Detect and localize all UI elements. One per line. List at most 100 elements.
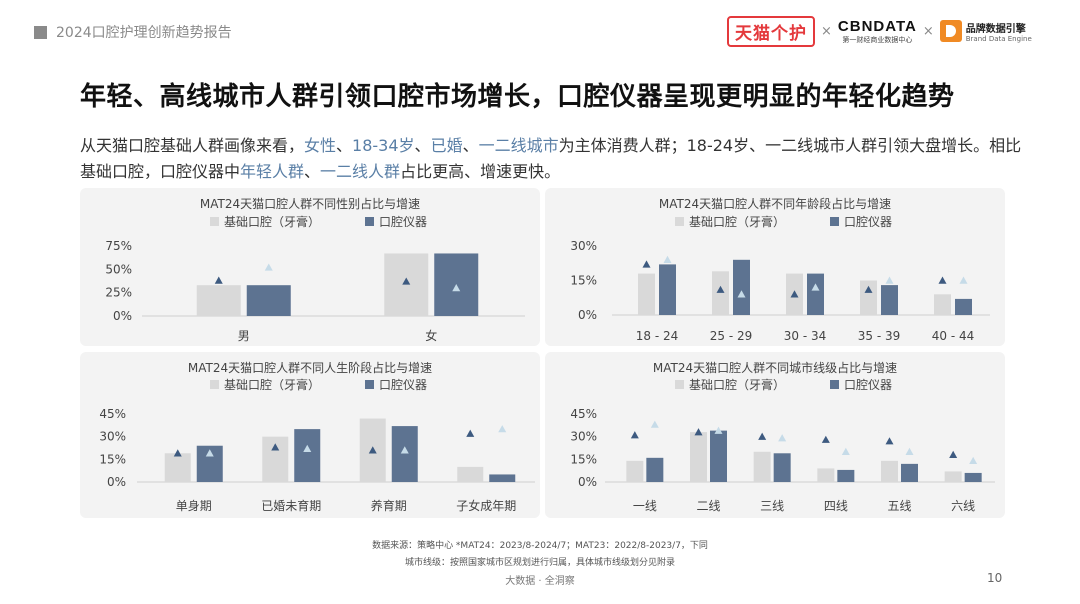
bar-device (901, 463, 918, 482)
bar-device (489, 474, 516, 482)
desc-text: 为主体消费人群；18-24岁、一二线城市人群引领大盘增长。相比基础口腔，口腔仪器… (80, 136, 1022, 181)
legend-swatch-device (365, 217, 374, 226)
growth-marker-device (205, 449, 214, 457)
growth-marker-device (969, 456, 978, 465)
bar-base (944, 471, 962, 482)
growth-marker-device (841, 447, 850, 455)
bar-base (384, 253, 429, 316)
growth-marker-base (694, 428, 703, 436)
page-title: 年轻、高线城市人群引领口腔市场增长，口腔仪器呈现更明显的年轻化趋势 (80, 82, 955, 112)
bde-logo-en: Brand Data Engine (965, 34, 1032, 43)
growth-marker-device (885, 276, 894, 284)
bar-base (860, 280, 877, 315)
y-tick-label: 0% (578, 475, 597, 489)
desc-text: 占比更高、增速更快。 (400, 162, 561, 181)
x-category-label: 40 - 44 (932, 329, 975, 343)
growth-marker-device (959, 276, 968, 284)
bde-logo-cn: 品牌数据引擎 (965, 23, 1026, 35)
desc-text: 从天猫口腔基础人群画像来看， (80, 136, 305, 155)
x-category-label: 30 - 34 (784, 329, 827, 343)
legend-label-device: 口腔仪器 (844, 377, 892, 392)
growth-marker-device (778, 434, 787, 442)
legend-swatch-device (365, 380, 374, 389)
legend-swatch-base (675, 217, 684, 226)
bar-base (712, 271, 729, 315)
chart-title: MAT24天猫口腔人群不同人生阶段占比与增速 (188, 360, 432, 375)
x-category-label: 子女成年期 (456, 498, 516, 513)
x-category-label: 男 (238, 329, 250, 343)
life-stage-chart-panel: MAT24天猫口腔人群不同人生阶段占比与增速 基础口腔（牙膏） 口腔仪器 45% 30%… (80, 352, 540, 518)
header-square-marker (34, 26, 47, 39)
bar-base (934, 294, 951, 315)
y-tick-label: 30% (570, 239, 597, 253)
bar-base (817, 468, 835, 482)
partner-logos: 天猫个护 × CBNDATA 第一财经商业数据中心 × 品牌数据引擎 Brand… (727, 14, 1032, 48)
legend-label-base: 基础口腔（牙膏） (224, 214, 320, 229)
bar-device (773, 453, 791, 482)
growth-marker-base (466, 429, 475, 437)
growth-marker-device (498, 425, 507, 433)
legend-swatch-base (210, 217, 219, 226)
legend-label-device: 口腔仪器 (379, 377, 427, 392)
x-category-label: 女 (425, 328, 437, 343)
growth-marker-device (303, 444, 312, 452)
age-chart-panel: MAT24天猫口腔人群不同年龄段占比与增速 基础口腔（牙膏） 口腔仪器 30% 15% 0… (545, 188, 1005, 346)
y-tick-label: 0% (113, 309, 132, 323)
growth-marker-base (271, 443, 280, 451)
desc-text: 、 (462, 136, 479, 155)
growth-marker-base (821, 435, 830, 443)
y-tick-label: 0% (107, 475, 126, 489)
growth-marker-base (949, 450, 958, 458)
bar-base (164, 453, 191, 482)
logo-separator: × (922, 23, 934, 39)
chart-title: MAT24天猫口腔人群不同年龄段占比与增速 (659, 196, 891, 211)
description: 从天猫口腔基础人群画像来看，女性、18-34岁、已婚、一二线城市为主体消费人群；… (80, 133, 1030, 185)
bar-base (638, 273, 655, 315)
y-tick-label: 15% (570, 452, 597, 466)
cbndata-logo-sub: 第一财经商业数据中心 (842, 35, 913, 44)
growth-marker-device (452, 284, 461, 292)
y-tick-label: 0% (578, 308, 597, 322)
bar-device (391, 426, 418, 482)
bar-base (753, 451, 771, 482)
chart-title: MAT24天猫口腔人群不同性别占比与增速 (200, 196, 420, 211)
brand-data-engine-logo: 品牌数据引擎 Brand Data Engine (939, 20, 1032, 43)
desc-highlight: 女性 (304, 136, 337, 155)
legend-label-base: 基础口腔（牙膏） (689, 214, 785, 229)
bar-device (881, 285, 898, 315)
growth-marker-base (885, 437, 894, 445)
bar-device (964, 472, 982, 482)
chart-title: MAT24天猫口腔人群不同城市线级占比与增速 (653, 360, 897, 375)
x-category-label: 35 - 39 (858, 329, 901, 343)
bar-base (690, 432, 707, 482)
x-category-label: 二线 (696, 499, 720, 513)
cbndata-logo-text: CBNDATA (837, 17, 917, 35)
page-number: 10 (987, 571, 1003, 585)
data-source-note: 数据来源：策略中心 *MAT24：2023/8-2024/7；MAT23：202… (372, 541, 708, 551)
desc-highlight: 18-34岁 (352, 136, 415, 155)
city-tier-chart-panel: MAT24天猫口腔人群不同城市线级占比与增速 基础口腔（牙膏） 口腔仪器 45% 30%… (545, 352, 1005, 518)
growth-marker-base (790, 290, 799, 298)
x-category-label: 一线 (633, 499, 657, 513)
desc-highlight: 一二线城市 (478, 136, 559, 155)
bar-base (457, 466, 484, 482)
x-category-label: 养育期 (371, 498, 407, 513)
x-category-label: 单身期 (176, 498, 212, 513)
desc-text: 、 (304, 162, 321, 181)
growth-marker-device (714, 426, 723, 434)
y-tick-label: 15% (570, 274, 597, 288)
bar-device (659, 264, 676, 315)
y-tick-label: 15% (99, 452, 126, 466)
legend-swatch-base (210, 380, 219, 389)
x-category-label: 已婚未育期 (261, 498, 321, 513)
y-tick-label: 25% (105, 286, 132, 300)
bar-device (955, 298, 972, 315)
report-title: 2024口腔护理创新趋势报告 (56, 25, 232, 41)
growth-marker-base (402, 277, 411, 285)
desc-highlight: 已婚 (430, 136, 463, 155)
growth-marker-base (214, 276, 223, 284)
y-tick-label: 45% (99, 407, 126, 421)
